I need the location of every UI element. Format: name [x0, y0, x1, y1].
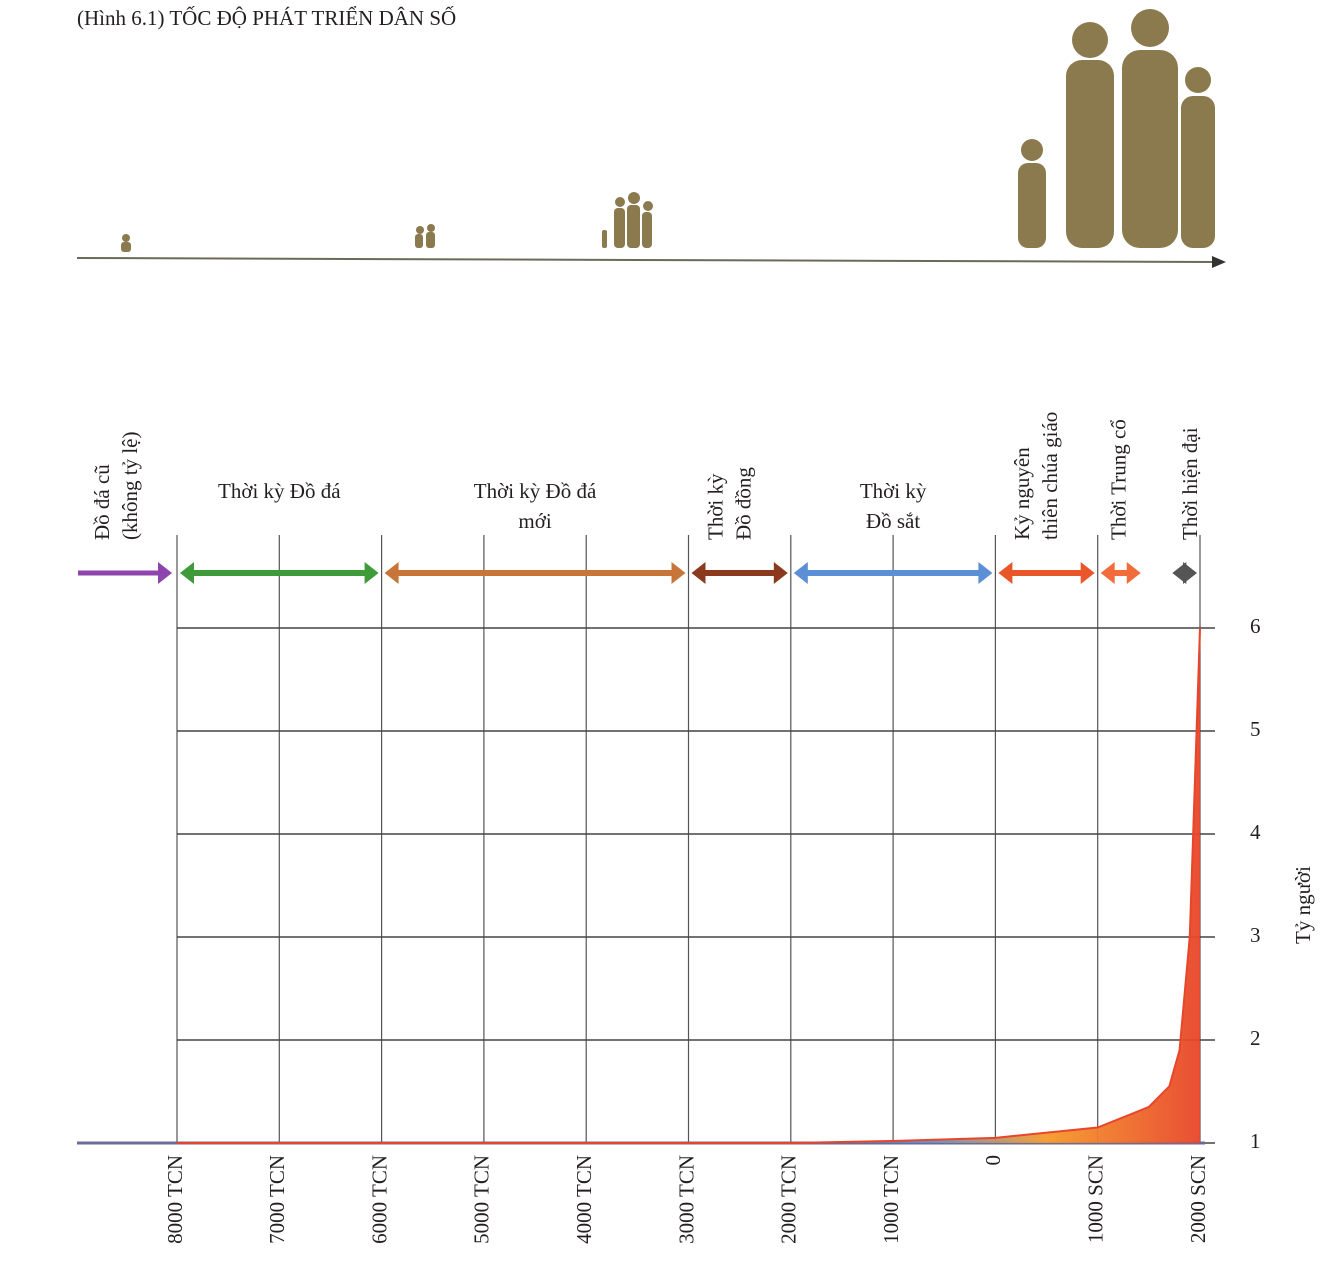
arrow-head — [384, 562, 399, 584]
area-line — [177, 627, 1201, 1144]
x-tick-label: 8000 TCN — [163, 1155, 187, 1244]
period-label: Thời kỳ Đồ đá — [474, 479, 597, 503]
arrow-head — [671, 562, 686, 584]
arrow-head — [1100, 562, 1115, 584]
arrow-head — [773, 562, 788, 584]
y-axis-label: Tỷ người — [1291, 866, 1315, 944]
x-tick-label: 2000 TCN — [777, 1155, 801, 1244]
x-tick-label: 1000 SCN — [1084, 1155, 1108, 1243]
period-label: Đồ đá cũ — [90, 464, 114, 540]
chart-title: (Hình 6.1) TỐC ĐỘ PHÁT TRIỂN DÂN SỐ — [77, 6, 456, 30]
y-tick-label: 1 — [1250, 1129, 1261, 1153]
period-label: (không tỷ lệ) — [118, 432, 142, 540]
period-label: Đồ đồng — [731, 467, 755, 540]
y-tick-label: 4 — [1250, 820, 1261, 844]
arrow-head — [364, 562, 379, 584]
x-tick-label: 2000 SCN — [1186, 1155, 1210, 1243]
x-tick-label: 1000 TCN — [879, 1155, 903, 1244]
arrow-head — [998, 562, 1013, 584]
arrow-head — [1183, 562, 1197, 584]
y-tick-label: 5 — [1250, 717, 1261, 741]
arrow-head — [158, 562, 172, 584]
x-tick-label: 3000 TCN — [674, 1155, 698, 1244]
arrow-head — [978, 562, 993, 584]
x-tick-label: 0 — [981, 1155, 1005, 1166]
arrow-head — [1126, 562, 1141, 584]
period-label: mới — [518, 509, 551, 533]
y-tick-label: 2 — [1250, 1026, 1261, 1050]
arrow-head — [1080, 562, 1095, 584]
illustration — [76, 9, 1226, 268]
x-tick-label: 4000 TCN — [572, 1155, 596, 1244]
y-tick-label: 3 — [1250, 923, 1261, 947]
arrow-head — [180, 562, 194, 584]
arrow-head — [691, 562, 706, 584]
period-label: Thời kỳ — [860, 479, 927, 503]
period-label: Thời kỳ — [703, 473, 727, 540]
x-tick-label: 5000 TCN — [470, 1155, 494, 1244]
arrow-head — [793, 562, 808, 584]
period-label: Thời kỳ Đồ đá — [218, 479, 341, 503]
x-tick-label: 6000 TCN — [367, 1155, 391, 1244]
period-label: Thời Trung cổ — [1107, 419, 1131, 540]
period-label: Kỷ nguyên — [1010, 447, 1034, 540]
period-label: Đồ sắt — [866, 509, 920, 533]
x-tick-label: 7000 TCN — [265, 1155, 289, 1244]
period-label: thiên chúa giáo — [1038, 412, 1062, 540]
period-label: Thời hiện đại — [1178, 427, 1202, 540]
arrow-head — [1172, 562, 1187, 584]
y-tick-label: 6 — [1250, 614, 1261, 638]
